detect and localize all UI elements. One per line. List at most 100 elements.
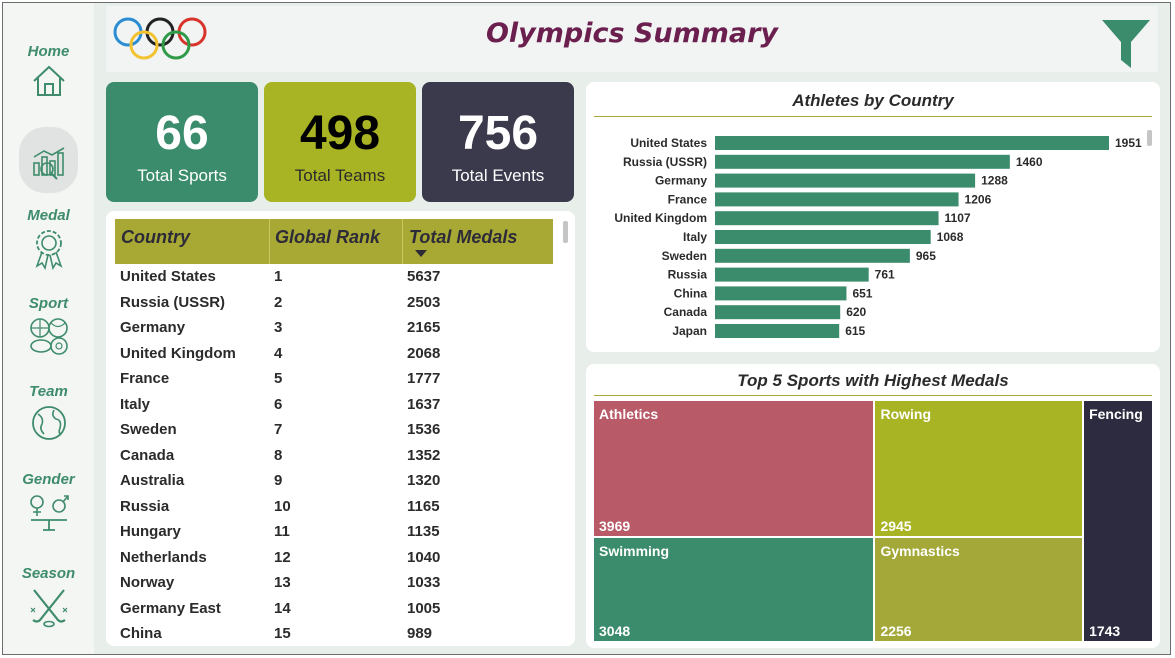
tile-value: 2945 [880,518,912,535]
treemap-tile[interactable]: Swimming 3048 [594,537,874,641]
globe-icon [31,406,66,440]
table-scrollbar[interactable] [563,221,568,243]
cell-country: France [120,370,170,387]
medal-icon [34,230,63,270]
table-row[interactable]: Hungary 11 1135 [120,523,550,548]
nav-gender[interactable]: Gender [3,471,94,532]
table-row[interactable]: United States 1 5637 [120,268,550,293]
data-label: 761 [875,268,895,282]
table-row[interactable]: Russia 10 1165 [120,498,550,523]
cell-country: Russia [120,497,170,515]
table-row[interactable]: Russia (USSR) 2 2503 [120,294,550,319]
nav-medal-label: Medal [27,207,70,224]
nav-team[interactable]: Team [3,383,94,442]
nav-season-label: Season [21,565,76,582]
data-label: 1951 [1115,136,1142,150]
cell-medals: 1777 [407,370,441,387]
kpi-total-teams-label: Total Teams [294,166,386,185]
cell-medals: 1352 [407,446,441,464]
category-label: United Kingdom [614,211,707,225]
cell-rank: 7 [274,421,283,438]
bar[interactable] [715,305,841,320]
sidebar: Home Medal Sport [3,3,94,654]
bar[interactable] [715,154,1010,169]
category-label: France [668,192,708,206]
data-label: 620 [846,305,866,319]
tile-value: 3969 [599,517,631,534]
table-row[interactable]: Canada 8 1352 [120,447,550,472]
treemap-tile[interactable]: Athletics 3969 [594,401,874,536]
bar[interactable] [715,230,931,244]
nav-overview[interactable] [3,141,94,181]
table-row[interactable]: Netherlands 12 1040 [120,549,550,574]
cell-rank: 5 [274,370,283,387]
page-title: Olympics Summary [485,18,779,49]
header-bar: Olympics Summary [106,6,1158,72]
bar[interactable] [715,211,939,226]
cell-rank: 4 [274,344,283,362]
cell-rank: 2 [274,293,283,311]
cell-rank: 1 [274,268,283,285]
column-divider [402,219,403,264]
kpi-total-events-label: Total Events [451,166,545,185]
cell-rank: 13 [274,574,291,591]
nav-medal[interactable]: Medal [3,207,94,270]
category-label: Germany [655,174,707,188]
category-label: China [674,286,708,300]
table-row[interactable]: Australia 9 1320 [120,472,550,497]
nav-season[interactable]: Season [3,565,94,628]
table-row[interactable]: Italy 6 1637 [120,396,550,421]
kpi-total-events: 756 Total Events [422,82,574,202]
table-row[interactable]: China 15 989 [120,625,550,646]
table-row[interactable]: Germany 3 2165 [120,319,550,344]
data-label: 1288 [981,174,1008,188]
treemap-tile[interactable]: Fencing 1743 [1084,401,1152,641]
top-sports-panel: Top 5 Sports with Highest Medals Athleti… [586,364,1160,648]
cell-country: United Kingdom [120,344,236,362]
nav-home-label: Home [27,43,70,60]
cell-country: Germany [120,319,186,336]
category-label: United States [630,136,707,150]
cell-rank: 11 [274,523,290,540]
cell-country: China [120,625,162,642]
sort-descending-icon[interactable] [415,250,427,257]
data-label: 1068 [937,230,964,244]
table-row[interactable]: United Kingdom 4 2068 [120,345,550,370]
bar[interactable] [715,136,1109,150]
home-icon [32,65,65,96]
cell-medals: 1165 [407,497,440,515]
table-row[interactable]: Sweden 7 1536 [120,421,550,446]
bar[interactable] [715,324,840,338]
treemap-tile[interactable]: Rowing 2945 [875,401,1083,537]
cell-medals: 1135 [407,523,440,540]
kpi-total-events-value: 756 [457,107,539,160]
filter-icon[interactable] [1100,18,1152,70]
bar[interactable] [715,267,869,282]
cell-country: Australia [120,472,185,489]
table-row[interactable]: France 5 1777 [120,370,550,395]
column-header-country[interactable]: Country [121,227,190,247]
column-header-global-rank[interactable]: Global Rank [275,227,381,247]
nav-home[interactable]: Home [3,43,94,98]
nav-gender-label: Gender [22,471,75,488]
bar[interactable] [715,192,959,207]
kpi-total-teams-value: 498 [299,107,381,160]
bar[interactable] [715,286,847,301]
cell-medals: 5637 [407,268,441,285]
table-row[interactable]: Germany East 14 1005 [120,600,550,625]
title-rule [594,116,1152,117]
treemap-tile[interactable]: Gymnastics 2256 [875,538,1083,641]
athletes-chart-title: Athletes by Country [792,91,954,110]
cell-rank: 3 [274,319,283,336]
bar[interactable] [715,248,910,263]
column-header-total-medals[interactable]: Total Medals [409,227,518,247]
nav-team-label: Team [29,383,68,400]
table-row[interactable]: Norway 13 1033 [120,574,550,599]
analytics-icon [32,147,64,180]
nav-sport[interactable]: Sport [3,295,94,356]
chart-scrollbar[interactable] [1147,130,1152,146]
tile-label: Gymnastics [880,543,960,560]
cell-rank: 10 [274,497,291,515]
bar[interactable] [715,173,976,188]
kpi-total-sports: 66 Total Sports [106,82,258,202]
